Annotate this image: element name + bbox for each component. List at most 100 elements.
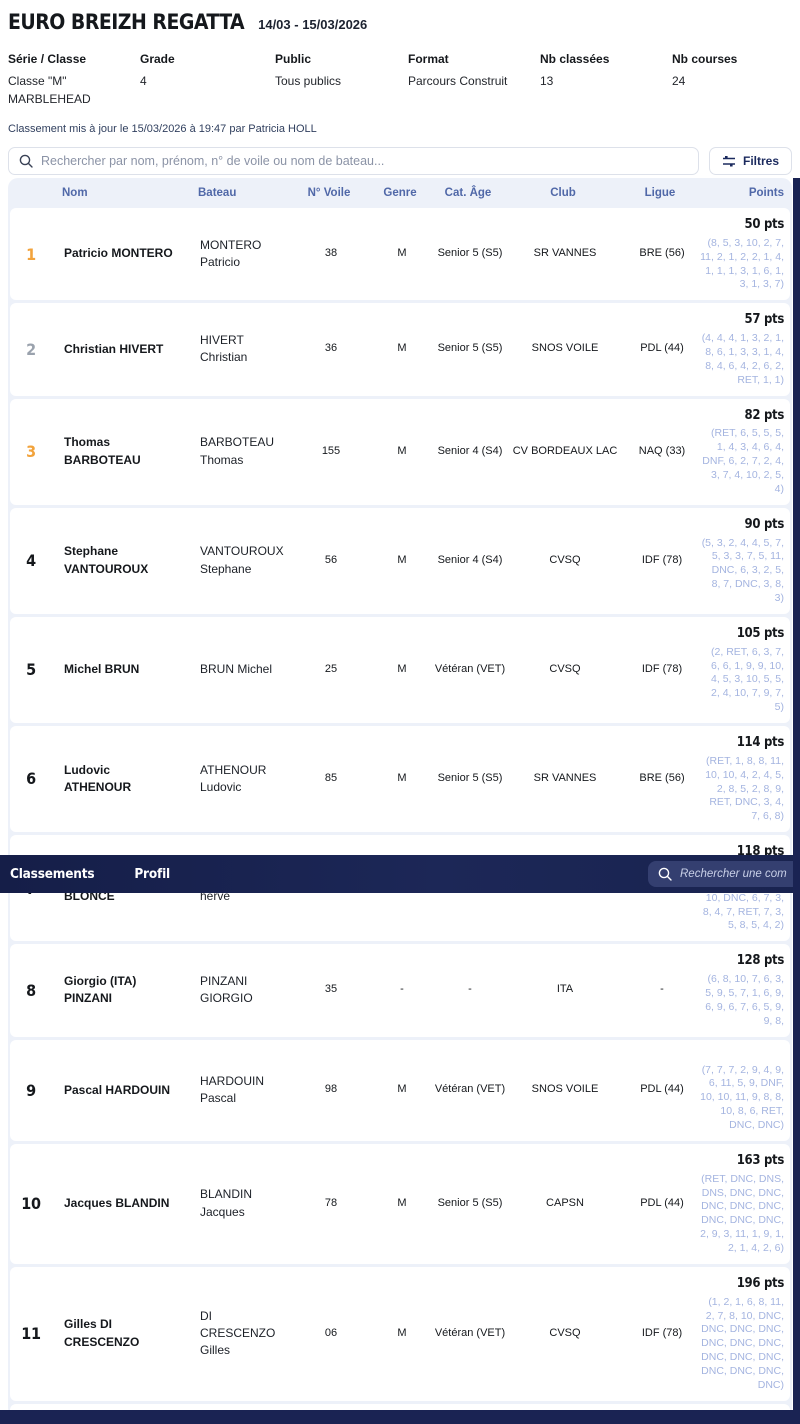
page-title: EURO BREIZH REGATTA [8, 10, 245, 34]
event-meta-item: Public Tous publics [275, 50, 408, 109]
league-value: NAQ (33) [638, 444, 686, 457]
points-cell: 82 pts (RET, 6, 5, 5, 5, 1, 4, 3, 4, 6, … [700, 399, 790, 505]
points-total: 105 pts [736, 625, 785, 641]
competitor-name: Stephane VANTOUROUX [64, 544, 149, 576]
meta-value: 24 [672, 73, 686, 88]
competitor-name: Ludovic ATHENOUR [64, 762, 132, 795]
navbar-tab-classements[interactable]: Classements [10, 866, 95, 882]
boat-name: ATHENOUR Ludovic [200, 762, 267, 795]
table-row[interactable]: 8 Giorgio (ITA) PINZANI PINZANI GIORGIO … [10, 944, 790, 1037]
table-row[interactable]: 6 Ludovic ATHENOUR ATHENOUR Ludovic 85 M… [10, 725, 790, 833]
boat-name: VANTOUROUX Stephane [200, 544, 284, 576]
rank-cell: 8 [26, 980, 36, 1000]
points-total: 90 pts [744, 516, 785, 532]
gender-value: M [397, 553, 407, 566]
points-detail: (7, 7, 7, 2, 9, 4, 9, 6, 11, 5, 9, DNF, … [700, 1063, 784, 1131]
sail-number: 25 [324, 662, 338, 675]
table-row[interactable]: 3 Thomas BARBOTEAU BARBOTEAU Thomas 155 … [10, 398, 790, 505]
points-cell: 163 pts (RET, DNC, DNS, DNS, DNC, DNC, D… [700, 1144, 790, 1264]
table-row[interactable]: 2 Christian HIVERT HIVERT Christian 36 M… [10, 303, 790, 396]
search-box[interactable] [8, 146, 699, 175]
club-name: ITA [556, 983, 574, 996]
gender-value: M [397, 1326, 407, 1339]
search-input[interactable] [41, 153, 688, 168]
sliders-icon [722, 155, 736, 167]
column-header: Cat. Âge [444, 187, 492, 199]
event-meta: Série / Classe Classe "M" MARBLEHEAD Gra… [8, 50, 792, 109]
points-total: 114 pts [736, 734, 785, 750]
league-value: BRE (56) [639, 772, 685, 785]
table-row[interactable]: 9 Pascal HARDOUIN HARDOUIN Pascal 98 M V… [10, 1039, 790, 1141]
sail-number: 38 [324, 247, 338, 260]
sail-number: 36 [324, 342, 338, 355]
club-name: CVSQ [549, 1326, 581, 1339]
points-total: 128 pts [736, 953, 785, 969]
gender-value: M [397, 1083, 407, 1096]
rank-cell: 3 [26, 442, 36, 462]
rank-cell: 10 [21, 1194, 41, 1214]
sail-number: 35 [324, 983, 338, 996]
table-row[interactable]: 1 Patricio MONTERO MONTERO Patricio 38 M… [10, 208, 790, 301]
search-icon [658, 867, 672, 881]
meta-label: Format [408, 52, 449, 66]
points-detail: (2, RET, 6, 3, 7, 6, 6, 1, 9, 9, 10, 4, … [711, 645, 784, 714]
navbar-search-placeholder: Rechercher une com [680, 868, 787, 880]
competitor-name: Gilles DI CRESCENZO [64, 1317, 140, 1349]
boat-name: BARBOTEAU Thomas [200, 435, 275, 467]
competitor-name: Jacques BLANDIN [64, 1196, 170, 1211]
points-detail: (4, 4, 4, 1, 3, 2, 1, 8, 6, 1, 3, 3, 1, … [701, 332, 784, 386]
meta-label: Nb classées [540, 52, 610, 66]
age-category: Senior 4 (S4) [437, 444, 503, 457]
league-value: PDL (44) [640, 1196, 684, 1209]
meta-value: Parcours Construit [408, 73, 508, 88]
rank-cell: 5 [26, 660, 36, 680]
table-row[interactable]: 10 Jacques BLANDIN BLANDIN Jacques 78 M … [10, 1143, 790, 1264]
app-navbar: Classements Profil Rechercher une com [0, 855, 800, 893]
rank-cell: 6 [26, 769, 36, 789]
competitor-name: Thomas BARBOTEAU [64, 435, 141, 467]
league-value: PDL (44) [640, 342, 684, 355]
column-header: Nom [62, 187, 88, 199]
points-total: 163 pts [736, 1152, 785, 1168]
league-value: IDF (78) [641, 1326, 683, 1339]
points-detail: (RET, DNC, DNS, DNS, DNC, DNC, DNC, DNC,… [700, 1172, 784, 1254]
event-meta-item: Grade 4 [140, 50, 275, 109]
sail-number: 56 [324, 553, 338, 566]
meta-value: 4 [140, 73, 147, 88]
meta-value: Classe "M" MARBLEHEAD [8, 73, 91, 107]
event-meta-item: Nb courses 24 [672, 50, 792, 109]
club-name: SR VANNES [533, 247, 597, 260]
league-value: IDF (78) [641, 553, 683, 566]
points-cell: 50 pts (8, 5, 3, 10, 2, 7, 11, 2, 1, 2, … [700, 208, 790, 300]
rank-cell: 11 [21, 1324, 41, 1344]
filters-button[interactable]: Filtres [708, 146, 792, 175]
league-value: IDF (78) [641, 662, 683, 675]
club-name: CV BORDEAUX LAC [512, 444, 618, 457]
points-total: 196 pts [736, 1275, 785, 1291]
points-detail: (6, 8, 10, 7, 6, 3, 5, 9, 5, 7, 1, 6, 9,… [705, 973, 784, 1027]
club-name: CAPSN [546, 1196, 584, 1209]
rank-cell: 1 [26, 244, 36, 264]
points-cell: 128 pts (6, 8, 10, 7, 6, 3, 5, 9, 5, 7, … [700, 944, 790, 1036]
event-dates: 14/03 - 15/03/2026 [258, 17, 368, 32]
event-meta-item: Format Parcours Construit [408, 50, 540, 109]
navbar-search-box[interactable]: Rechercher une com [648, 861, 800, 887]
table-row[interactable]: 11 Gilles DI CRESCENZO DI CRESCENZO Gill… [10, 1266, 790, 1401]
points-total: 57 pts [744, 312, 785, 328]
competitor-name: Christian HIVERT [64, 341, 164, 356]
table-row[interactable]: 5 Michel BRUN BRUN Michel 25 M Vétéran (… [10, 616, 790, 723]
filters-button-label: Filtres [742, 153, 779, 168]
boat-name: PINZANI GIORGIO [200, 974, 253, 1006]
league-value: BRE (56) [639, 247, 685, 260]
table-header-row: Nom Bateau N° Voile Genre Cat. Âge Club Ligue P… [8, 178, 792, 208]
age-category: Senior 5 (S5) [437, 1196, 503, 1209]
column-header: Ligue [644, 187, 676, 199]
navbar-tab-profil[interactable]: Profil [134, 866, 170, 882]
rank-cell: 2 [26, 339, 36, 359]
boat-name: HIVERT Christian [200, 333, 248, 365]
column-header: Bateau [198, 187, 237, 199]
table-row[interactable]: 4 Stephane VANTOUROUX VANTOUROUX Stephan… [10, 507, 790, 614]
gender-value: M [397, 342, 407, 355]
meta-value: 13 [540, 73, 554, 88]
meta-label: Nb courses [672, 52, 738, 66]
